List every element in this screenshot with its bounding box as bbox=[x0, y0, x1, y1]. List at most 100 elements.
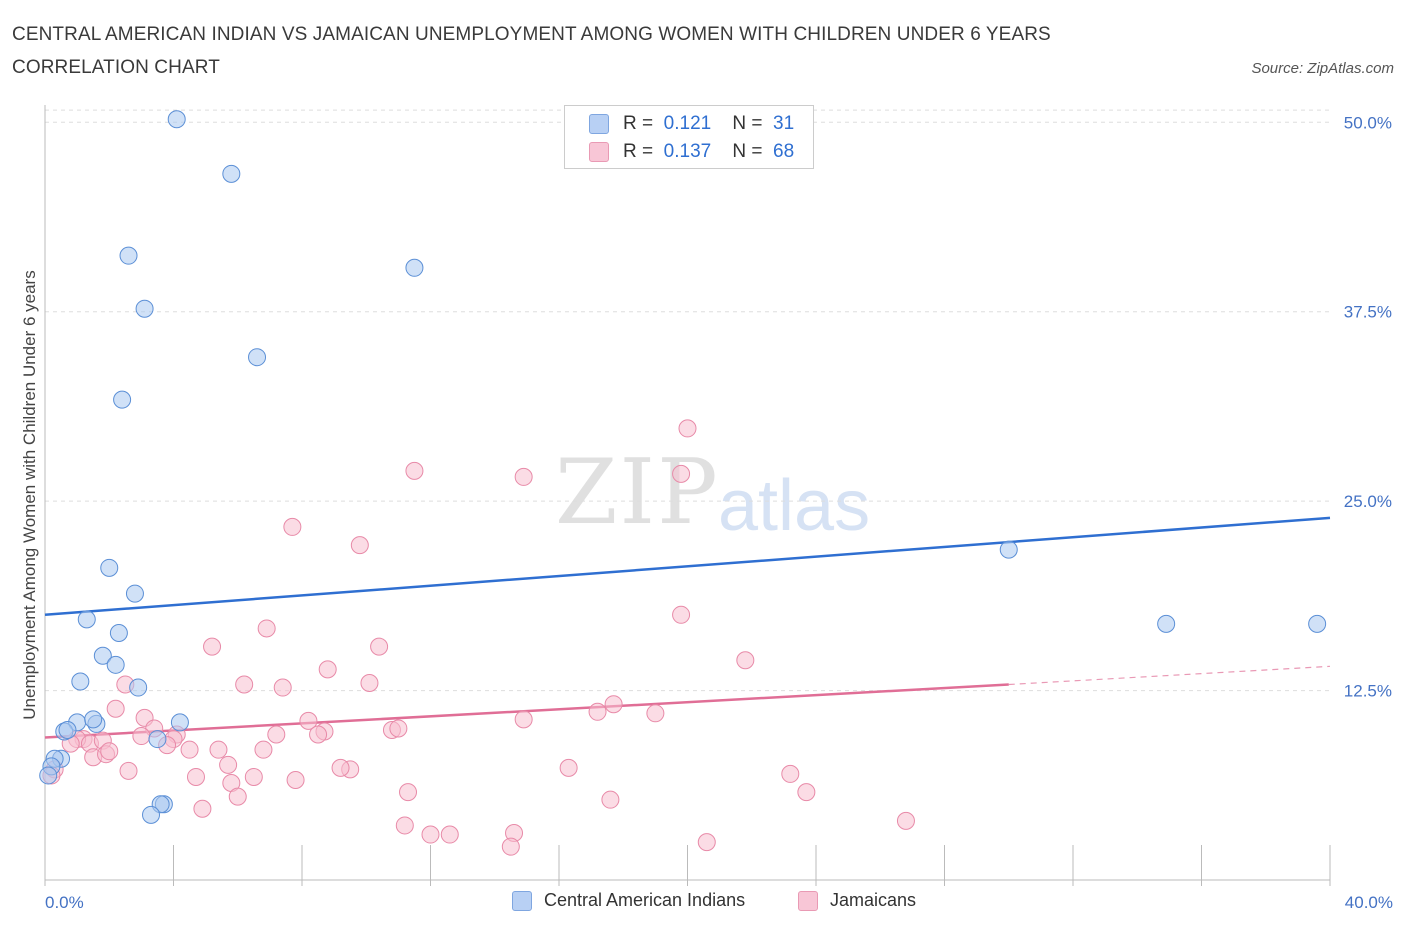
n-label: N = bbox=[732, 113, 763, 134]
x-tick-label-max: 40.0% bbox=[1345, 893, 1393, 912]
y-tick-label: 25.0% bbox=[1344, 492, 1392, 511]
point-central-american-indians bbox=[142, 805, 161, 824]
point-jamaicans bbox=[283, 517, 302, 536]
n-value-series1: 31 bbox=[773, 113, 795, 134]
point-central-american-indians bbox=[106, 655, 125, 674]
point-jamaicans bbox=[254, 740, 273, 759]
point-jamaicans bbox=[132, 727, 151, 746]
point-jamaicans bbox=[389, 719, 408, 738]
point-jamaicans bbox=[405, 461, 424, 480]
x-tick-label-min: 0.0% bbox=[45, 893, 84, 912]
trend-line-jamaicans-extrapolated bbox=[1008, 665, 1331, 686]
point-central-american-indians bbox=[999, 540, 1018, 559]
point-central-american-indians bbox=[77, 610, 96, 629]
point-jamaicans bbox=[370, 637, 389, 656]
n-value-series2: 68 bbox=[773, 141, 795, 162]
point-jamaicans bbox=[797, 783, 816, 802]
watermark-zip: ZIP bbox=[555, 440, 720, 545]
blue-swatch-icon bbox=[589, 114, 609, 134]
legend-label-series1: Central American Indians bbox=[544, 890, 746, 910]
point-jamaicans bbox=[244, 767, 263, 786]
n-label: N = bbox=[732, 141, 763, 162]
point-jamaicans bbox=[209, 740, 228, 759]
point-central-american-indians bbox=[135, 299, 154, 318]
chart-title: CENTRAL AMERICAN INDIAN VS JAMAICAN UNEM… bbox=[12, 24, 1051, 78]
watermark-atlas: atlas bbox=[718, 466, 871, 546]
point-jamaicans bbox=[896, 811, 915, 830]
point-jamaicans bbox=[697, 833, 716, 852]
point-central-american-indians bbox=[100, 558, 119, 577]
point-jamaicans bbox=[119, 761, 138, 780]
data-points bbox=[39, 110, 1327, 856]
point-central-american-indians bbox=[129, 678, 148, 697]
point-jamaicans bbox=[672, 605, 691, 624]
r-label: R = bbox=[623, 113, 654, 134]
point-central-american-indians bbox=[39, 766, 58, 785]
pink-swatch-icon bbox=[798, 890, 818, 911]
point-jamaicans bbox=[395, 816, 414, 835]
point-central-american-indians bbox=[1157, 614, 1176, 633]
trend-line-central-american-indians bbox=[44, 516, 1331, 617]
point-jamaicans bbox=[273, 678, 292, 697]
r-value-series2: 0.137 bbox=[663, 141, 712, 162]
point-jamaicans bbox=[646, 704, 665, 723]
point-jamaicans bbox=[299, 711, 318, 730]
point-jamaicans bbox=[440, 825, 459, 844]
point-jamaicans bbox=[781, 764, 800, 783]
point-central-american-indians bbox=[109, 623, 128, 642]
point-jamaicans bbox=[672, 464, 691, 483]
point-jamaicans bbox=[514, 467, 533, 486]
point-jamaicans bbox=[601, 790, 620, 809]
point-jamaicans bbox=[588, 702, 607, 721]
point-jamaicans bbox=[360, 674, 379, 692]
legend-item-central-american-indians: Central American Indians bbox=[512, 890, 745, 911]
point-central-american-indians bbox=[148, 730, 167, 749]
point-central-american-indians bbox=[93, 646, 112, 665]
point-central-american-indians bbox=[405, 258, 424, 277]
point-central-american-indians bbox=[125, 584, 144, 603]
point-jamaicans bbox=[604, 695, 623, 714]
y-tick-label: 12.5% bbox=[1344, 682, 1392, 701]
point-jamaicans bbox=[106, 699, 125, 718]
point-central-american-indians bbox=[170, 713, 189, 732]
point-jamaicans bbox=[203, 637, 222, 656]
legend-item-jamaicans: Jamaicans bbox=[798, 890, 916, 911]
point-jamaicans bbox=[286, 770, 305, 789]
axes bbox=[44, 105, 1331, 886]
point-central-american-indians bbox=[71, 672, 90, 691]
blue-swatch-icon bbox=[512, 890, 532, 911]
point-jamaicans bbox=[180, 740, 199, 759]
point-jamaicans bbox=[257, 619, 276, 638]
point-central-american-indians bbox=[222, 164, 241, 183]
point-jamaicans bbox=[100, 742, 119, 761]
pink-swatch-icon bbox=[589, 142, 609, 162]
point-jamaicans bbox=[331, 758, 350, 777]
y-tick-label: 50.0% bbox=[1344, 113, 1392, 132]
point-jamaicans bbox=[228, 787, 247, 806]
point-central-american-indians bbox=[119, 246, 138, 265]
tick-labels: 12.5% 25.0% 37.5% 50.0% 0.0% 40.0% bbox=[45, 113, 1393, 912]
r-label: R = bbox=[623, 141, 654, 162]
y-tick-label: 37.5% bbox=[1344, 303, 1392, 322]
trend-lines bbox=[44, 516, 1331, 739]
point-jamaicans bbox=[559, 758, 578, 777]
point-jamaicans bbox=[736, 651, 755, 670]
point-jamaicans bbox=[309, 725, 328, 744]
point-jamaicans bbox=[267, 725, 286, 744]
point-central-american-indians bbox=[1308, 614, 1327, 633]
point-jamaicans bbox=[501, 837, 520, 856]
point-central-american-indians bbox=[248, 348, 267, 367]
point-jamaicans bbox=[235, 675, 254, 694]
point-central-american-indians bbox=[167, 110, 186, 129]
point-jamaicans bbox=[678, 419, 697, 438]
point-jamaicans bbox=[399, 783, 418, 802]
point-jamaicans bbox=[193, 799, 212, 818]
legend-row-jamaicans: R = 0.137 N = 68 bbox=[589, 139, 794, 165]
point-central-american-indians bbox=[84, 710, 103, 729]
r-value-series1: 0.121 bbox=[663, 113, 712, 134]
stats-legend: R = 0.121 N = 31 R = 0.137 N = 68 bbox=[564, 105, 814, 169]
legend-row-central-american-indians: R = 0.121 N = 31 bbox=[589, 111, 794, 137]
point-jamaicans bbox=[219, 755, 238, 774]
point-central-american-indians bbox=[58, 720, 77, 739]
point-jamaicans bbox=[514, 710, 533, 729]
